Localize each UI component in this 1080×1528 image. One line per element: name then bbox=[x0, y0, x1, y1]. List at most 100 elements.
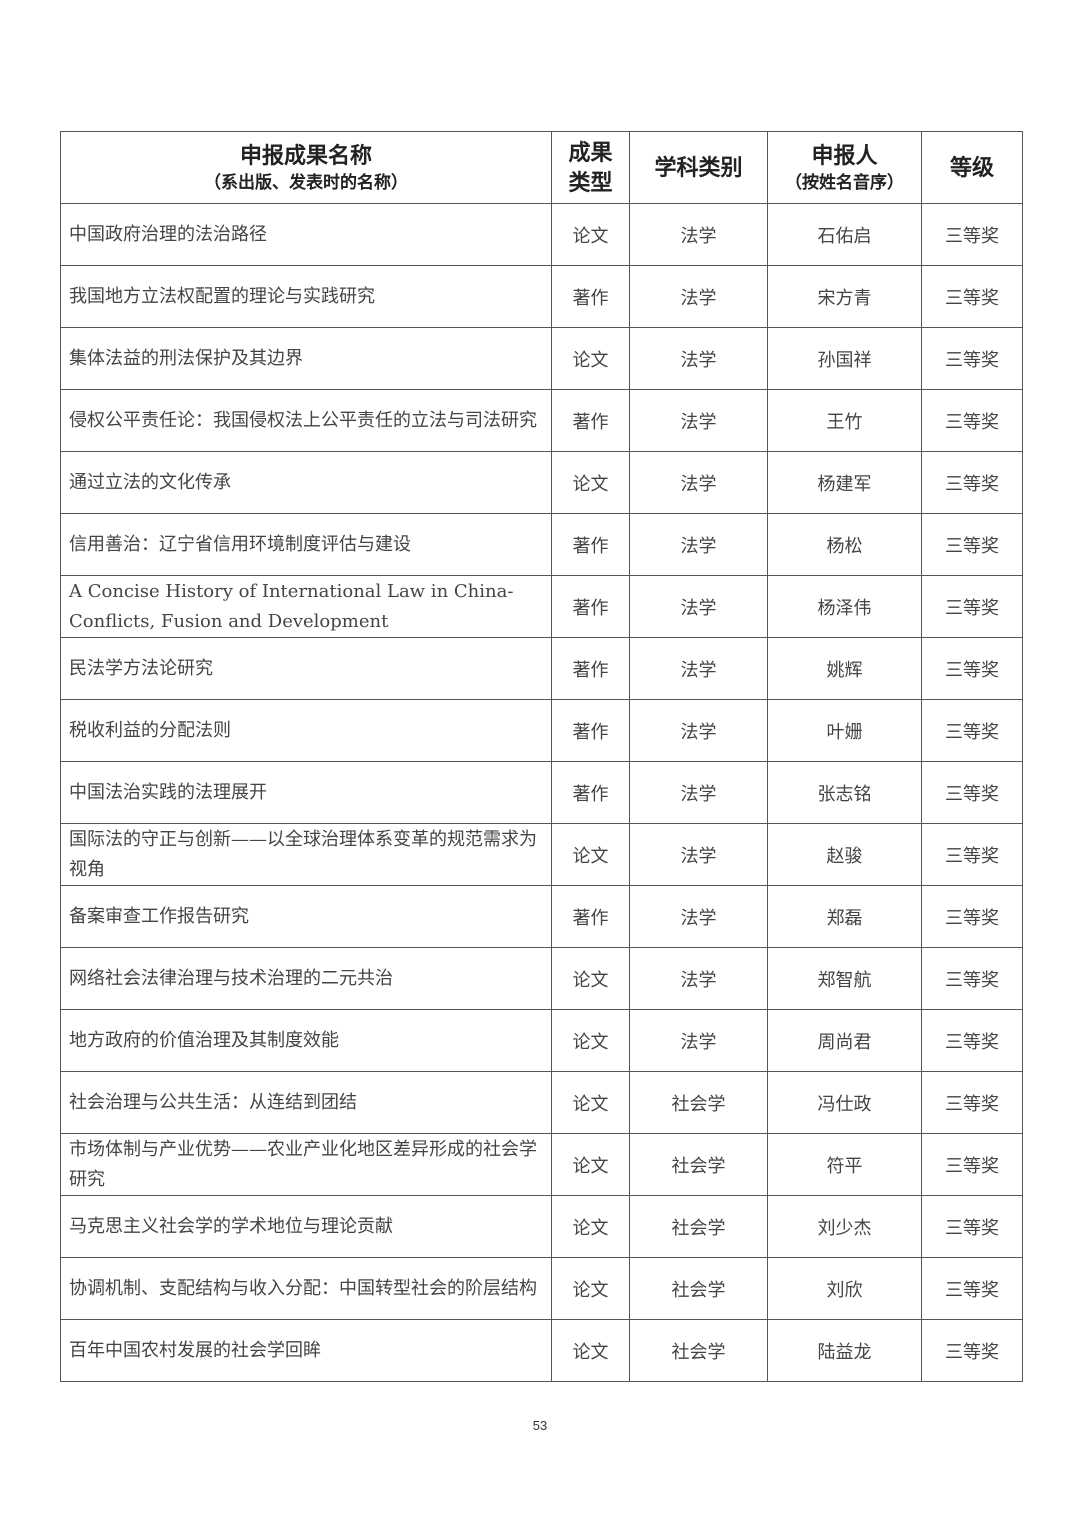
table-row: 民法学方法论研究 著作 法学 姚辉 三等奖 bbox=[60, 637, 1023, 700]
cell-type: 著作 bbox=[551, 637, 630, 700]
cell-discipline: 法学 bbox=[629, 451, 768, 514]
table-row: 我国地方立法权配置的理论与实践研究 著作 法学 宋方青 三等奖 bbox=[60, 265, 1023, 328]
header-level: 等级 bbox=[921, 131, 1023, 204]
cell-applicant: 石佑启 bbox=[767, 203, 922, 266]
cell-type: 论文 bbox=[551, 823, 630, 886]
table-row: 侵权公平责任论：我国侵权法上公平责任的立法与司法研究 著作 法学 王竹 三等奖 bbox=[60, 389, 1023, 452]
cell-type: 论文 bbox=[551, 1009, 630, 1072]
cell-discipline: 法学 bbox=[629, 203, 768, 266]
cell-type: 论文 bbox=[551, 451, 630, 514]
cell-level: 三等奖 bbox=[921, 265, 1023, 328]
cell-name: 集体法益的刑法保护及其边界 bbox=[60, 327, 552, 390]
cell-type: 著作 bbox=[551, 699, 630, 762]
cell-discipline: 法学 bbox=[629, 1009, 768, 1072]
cell-level: 三等奖 bbox=[921, 327, 1023, 390]
cell-applicant: 刘欣 bbox=[767, 1257, 922, 1320]
cell-name: 百年中国农村发展的社会学回眸 bbox=[60, 1319, 552, 1382]
cell-applicant: 陆益龙 bbox=[767, 1319, 922, 1382]
cell-applicant: 冯仕政 bbox=[767, 1071, 922, 1134]
cell-level: 三等奖 bbox=[921, 451, 1023, 514]
table-header-row: 申报成果名称 （系出版、发表时的名称） 成果类型 学科类别 申报人 （按姓名音序） … bbox=[60, 131, 1023, 204]
cell-name: 市场体制与产业优势——农业产业化地区差异形成的社会学研究 bbox=[60, 1133, 552, 1196]
cell-type: 论文 bbox=[551, 1257, 630, 1320]
cell-discipline: 法学 bbox=[629, 265, 768, 328]
cell-discipline: 社会学 bbox=[629, 1133, 768, 1196]
cell-name: 侵权公平责任论：我国侵权法上公平责任的立法与司法研究 bbox=[60, 389, 552, 452]
cell-type: 论文 bbox=[551, 327, 630, 390]
cell-type: 论文 bbox=[551, 1133, 630, 1196]
cell-type: 著作 bbox=[551, 761, 630, 824]
page-number: 53 bbox=[532, 1418, 548, 1433]
cell-name: A Concise History of International Law i… bbox=[60, 575, 552, 638]
cell-name: 网络社会法律治理与技术治理的二元共治 bbox=[60, 947, 552, 1010]
table-row: 地方政府的价值治理及其制度效能 论文 法学 周尚君 三等奖 bbox=[60, 1009, 1023, 1072]
table-row: 信用善治：辽宁省信用环境制度评估与建设 著作 法学 杨松 三等奖 bbox=[60, 513, 1023, 576]
cell-discipline: 法学 bbox=[629, 389, 768, 452]
cell-level: 三等奖 bbox=[921, 1009, 1023, 1072]
cell-applicant: 郑智航 bbox=[767, 947, 922, 1010]
cell-level: 三等奖 bbox=[921, 389, 1023, 452]
cell-name: 马克思主义社会学的学术地位与理论贡献 bbox=[60, 1195, 552, 1258]
cell-discipline: 法学 bbox=[629, 823, 768, 886]
header-applicant-main: 申报人 bbox=[811, 142, 878, 169]
table-row: 协调机制、支配结构与收入分配：中国转型社会的阶层结构 论文 社会学 刘欣 三等奖 bbox=[60, 1257, 1023, 1320]
cell-level: 三等奖 bbox=[921, 699, 1023, 762]
cell-level: 三等奖 bbox=[921, 1257, 1023, 1320]
header-title-main: 申报成果名称 bbox=[239, 142, 372, 169]
cell-discipline: 法学 bbox=[629, 327, 768, 390]
cell-applicant: 姚辉 bbox=[767, 637, 922, 700]
cell-applicant: 杨建军 bbox=[767, 451, 922, 514]
cell-level: 三等奖 bbox=[921, 1071, 1023, 1134]
cell-name: 中国法治实践的法理展开 bbox=[60, 761, 552, 824]
cell-applicant: 周尚君 bbox=[767, 1009, 922, 1072]
cell-name: 国际法的守正与创新——以全球治理体系变革的规范需求为视角 bbox=[60, 823, 552, 886]
cell-discipline: 法学 bbox=[629, 885, 768, 948]
cell-applicant: 孙国祥 bbox=[767, 327, 922, 390]
cell-level: 三等奖 bbox=[921, 575, 1023, 638]
cell-applicant: 张志铭 bbox=[767, 761, 922, 824]
cell-discipline: 法学 bbox=[629, 575, 768, 638]
table-row: 中国法治实践的法理展开 著作 法学 张志铭 三等奖 bbox=[60, 761, 1023, 824]
cell-type: 著作 bbox=[551, 575, 630, 638]
table-row: 国际法的守正与创新——以全球治理体系变革的规范需求为视角 论文 法学 赵骏 三等奖 bbox=[60, 823, 1023, 886]
cell-level: 三等奖 bbox=[921, 1195, 1023, 1258]
cell-applicant: 王竹 bbox=[767, 389, 922, 452]
cell-level: 三等奖 bbox=[921, 203, 1023, 266]
cell-type: 论文 bbox=[551, 1071, 630, 1134]
header-title-sub: （系出版、发表时的名称） bbox=[204, 172, 408, 193]
cell-applicant: 宋方青 bbox=[767, 265, 922, 328]
cell-type: 著作 bbox=[551, 513, 630, 576]
table-row: A Concise History of International Law i… bbox=[60, 575, 1023, 638]
cell-discipline: 法学 bbox=[629, 699, 768, 762]
cell-type: 著作 bbox=[551, 265, 630, 328]
cell-discipline: 法学 bbox=[629, 761, 768, 824]
cell-applicant: 杨松 bbox=[767, 513, 922, 576]
cell-level: 三等奖 bbox=[921, 1319, 1023, 1382]
cell-name: 通过立法的文化传承 bbox=[60, 451, 552, 514]
cell-level: 三等奖 bbox=[921, 513, 1023, 576]
table-row: 网络社会法律治理与技术治理的二元共治 论文 法学 郑智航 三等奖 bbox=[60, 947, 1023, 1010]
table-row: 中国政府治理的法治路径 论文 法学 石佑启 三等奖 bbox=[60, 203, 1023, 266]
header-discipline: 学科类别 bbox=[629, 131, 768, 204]
cell-level: 三等奖 bbox=[921, 885, 1023, 948]
cell-type: 著作 bbox=[551, 389, 630, 452]
cell-type: 著作 bbox=[551, 885, 630, 948]
cell-name: 信用善治：辽宁省信用环境制度评估与建设 bbox=[60, 513, 552, 576]
cell-applicant: 刘少杰 bbox=[767, 1195, 922, 1258]
cell-level: 三等奖 bbox=[921, 637, 1023, 700]
cell-name: 我国地方立法权配置的理论与实践研究 bbox=[60, 265, 552, 328]
header-applicant-sub: （按姓名音序） bbox=[785, 172, 904, 193]
cell-type: 论文 bbox=[551, 203, 630, 266]
cell-type: 论文 bbox=[551, 1195, 630, 1258]
cell-discipline: 法学 bbox=[629, 637, 768, 700]
table-row: 社会治理与公共生活：从连结到团结 论文 社会学 冯仕政 三等奖 bbox=[60, 1071, 1023, 1134]
cell-type: 论文 bbox=[551, 947, 630, 1010]
cell-level: 三等奖 bbox=[921, 1133, 1023, 1196]
header-applicant: 申报人 （按姓名音序） bbox=[767, 131, 922, 204]
table-row: 通过立法的文化传承 论文 法学 杨建军 三等奖 bbox=[60, 451, 1023, 514]
header-title: 申报成果名称 （系出版、发表时的名称） bbox=[60, 131, 552, 204]
cell-discipline: 法学 bbox=[629, 947, 768, 1010]
cell-discipline: 社会学 bbox=[629, 1319, 768, 1382]
table-row: 市场体制与产业优势——农业产业化地区差异形成的社会学研究 论文 社会学 符平 三等奖 bbox=[60, 1133, 1023, 1196]
cell-name: 协调机制、支配结构与收入分配：中国转型社会的阶层结构 bbox=[60, 1257, 552, 1320]
